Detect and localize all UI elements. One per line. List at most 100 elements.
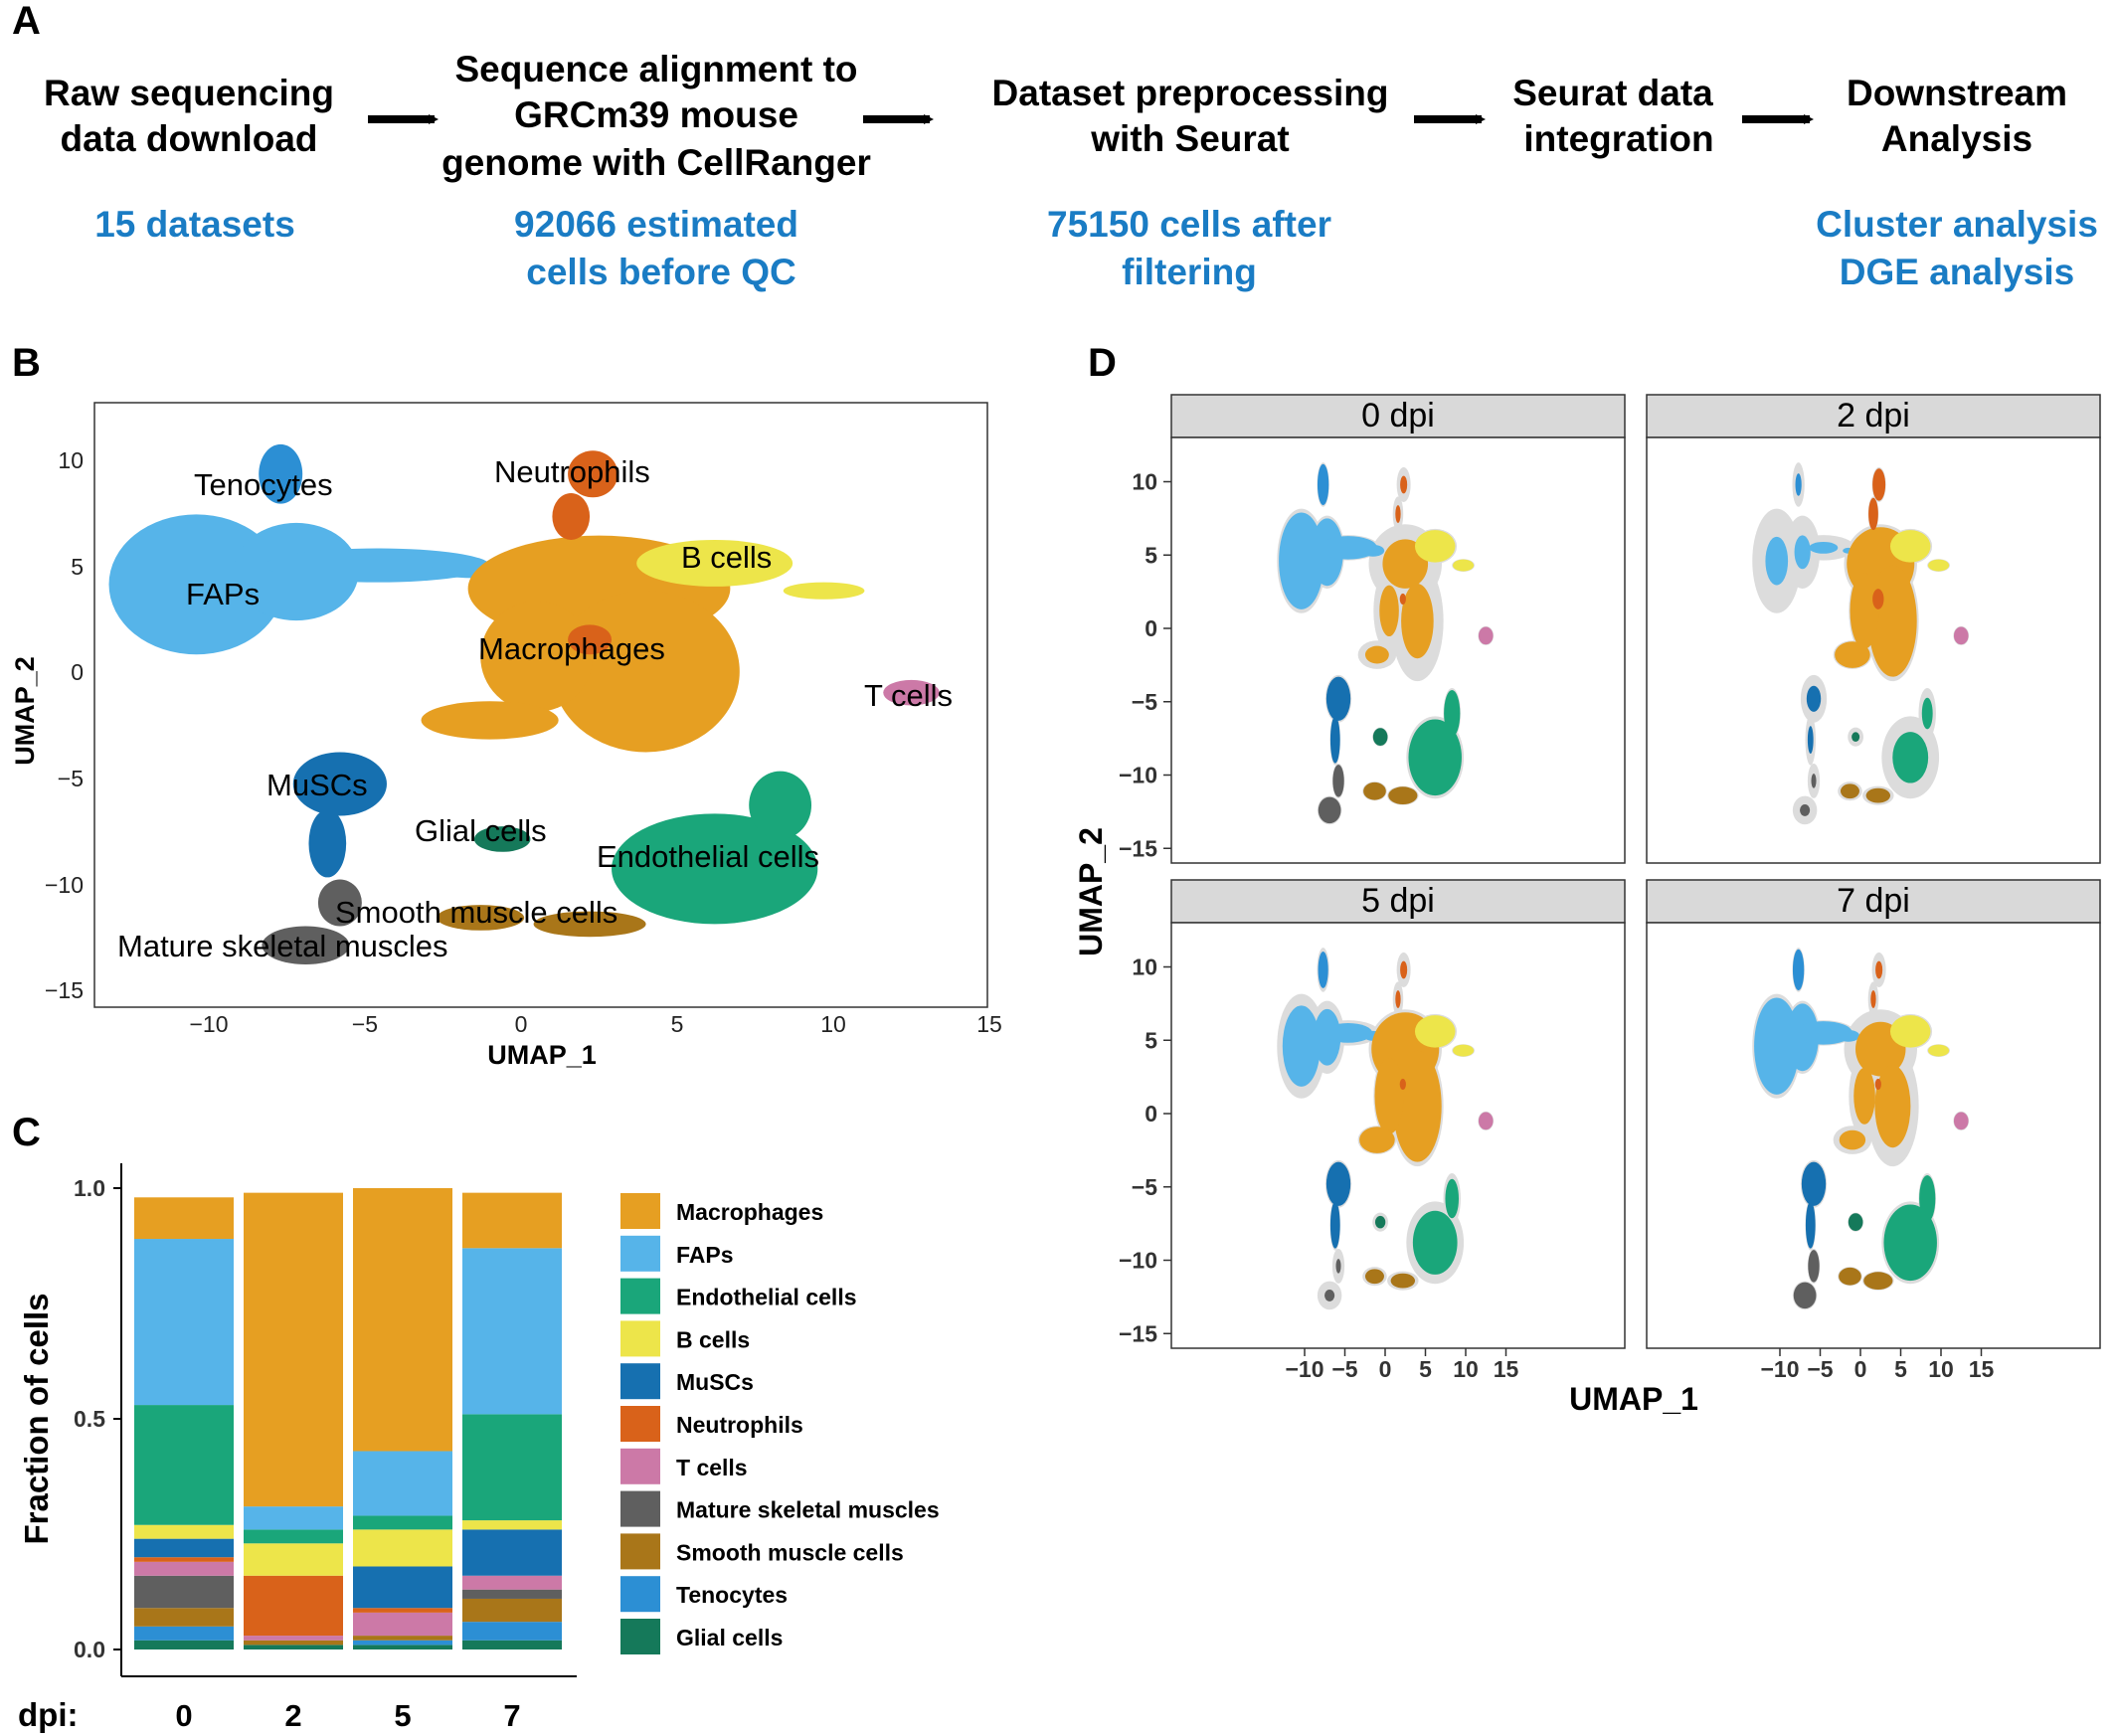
cluster-faps-blob xyxy=(1319,536,1377,560)
d-xtick: 5 xyxy=(1894,1356,1907,1382)
cluster-faps xyxy=(1754,997,1860,1095)
cluster-endothelial-cells xyxy=(1892,697,1933,783)
b-xtick-15: 15 xyxy=(976,1011,1002,1037)
bar-5-endothelial-cells xyxy=(353,1515,452,1530)
cluster-endothelial-cells xyxy=(1408,689,1462,796)
cluster-mature-skeletal-muscles-blob xyxy=(1800,803,1811,816)
cluster-muscs-blob xyxy=(1325,1161,1351,1206)
bar-0-faps xyxy=(134,1239,234,1406)
d-ytick: 10 xyxy=(1132,955,1157,980)
cluster-muscs-blob xyxy=(1325,676,1351,721)
cluster-tenocytes xyxy=(1795,473,1802,496)
cluster-b-cells-blob xyxy=(1453,1044,1475,1057)
cluster-b-cells xyxy=(636,539,865,600)
cluster-t-cells-blob xyxy=(883,679,940,706)
cluster-macrophages-blob xyxy=(1853,1067,1875,1125)
c-ylabel: Fraction of cells xyxy=(18,1293,55,1544)
bar-0-muscs xyxy=(134,1538,234,1558)
stacked-bars xyxy=(134,1188,562,1649)
cluster-tenocytes xyxy=(1317,463,1329,506)
d-xtick: −5 xyxy=(1331,1356,1357,1382)
cluster-t-cells xyxy=(1953,1112,1969,1130)
legend-swatch xyxy=(620,1320,660,1357)
cluster-muscs-blob xyxy=(308,809,347,878)
cluster-tenocytes-blob xyxy=(1317,463,1329,506)
panel-b: B 10 5 0 −5 −10 −15 −10 −5 0 5 10 15 UMA… xyxy=(10,341,1002,1070)
bar-0-t-cells xyxy=(134,1561,234,1576)
cluster-neutrophils-blob xyxy=(568,450,618,498)
b-ytick-0: 0 xyxy=(71,659,84,685)
cluster-tenocytes-blob xyxy=(259,443,303,504)
cluster-macrophages-blob xyxy=(1364,645,1389,664)
cluster-b-cells xyxy=(1414,530,1475,572)
panel-d-letter: D xyxy=(1088,341,1117,385)
legend-item-mature-skeletal-muscles: Mature skeletal muscles xyxy=(620,1490,940,1527)
cluster-macrophages-blob xyxy=(421,701,559,740)
c-ytick-0: 0.0 xyxy=(74,1637,105,1662)
c-xtick-5: 5 xyxy=(394,1698,411,1733)
pipeline-step-3: Dataset preprocessing with Seurat 75150 … xyxy=(992,73,1389,292)
label-smooth-muscle-cells: Smooth muscle cells xyxy=(335,895,617,930)
cluster-muscs xyxy=(1325,676,1351,764)
cluster-endothelial-cells-blob xyxy=(1412,1210,1458,1275)
bar-2-neutrophils xyxy=(244,1575,343,1637)
legend-label: T cells xyxy=(676,1455,748,1480)
b-xtick-5: 5 xyxy=(671,1011,684,1037)
label-endothelial-cells: Endothelial cells xyxy=(597,839,819,874)
bar-2-endothelial-cells xyxy=(244,1529,343,1544)
legend-label: B cells xyxy=(676,1326,750,1352)
cluster-smooth-muscle-cells-blob xyxy=(1364,1269,1384,1285)
facet-strip-label: 5 dpi xyxy=(1361,882,1435,920)
step-2-note-1: 92066 estimated xyxy=(514,204,798,245)
d-ytick: −15 xyxy=(1119,835,1157,861)
cluster-muscs xyxy=(292,752,387,878)
facet-2-dpi: 2 dpi xyxy=(1646,394,2101,864)
cluster-neutrophils-blob xyxy=(552,492,591,540)
facet-strip-label: 7 dpi xyxy=(1837,882,1910,920)
bar-0-glial-cells xyxy=(134,1640,234,1649)
panel-a: A Raw sequencing data download 15 datase… xyxy=(12,0,2098,292)
b-xtick-10: 10 xyxy=(820,1011,846,1037)
cluster-neutrophils-blob xyxy=(568,624,613,655)
legend-item-endothelial-cells: Endothelial cells xyxy=(620,1278,857,1314)
cluster-mature-skeletal-muscles-blob xyxy=(262,926,350,964)
cluster-mature-skeletal-muscles-blob xyxy=(1332,765,1344,797)
cluster-t-cells-blob xyxy=(1953,1112,1969,1130)
facet-strip-label: 0 dpi xyxy=(1361,397,1435,434)
bar-5-smooth-muscle-cells xyxy=(353,1636,452,1641)
bar-7-muscs xyxy=(462,1529,562,1576)
cluster-mature-skeletal-muscles xyxy=(1324,1259,1341,1302)
legend-swatch xyxy=(620,1406,660,1442)
cluster-muscs-blob xyxy=(1801,1161,1827,1206)
step-2-note-2: cells before QC xyxy=(526,252,795,292)
cluster-muscs-blob xyxy=(1805,1201,1816,1249)
bar-5-tenocytes xyxy=(353,1640,452,1646)
umap-b-cluster-labels: Tenocytes Neutrophils FAPs B cells Macro… xyxy=(117,454,953,963)
bar-0-neutrophils xyxy=(134,1557,234,1562)
panel-a-letter: A xyxy=(12,0,41,43)
bar-2-b-cells xyxy=(244,1543,343,1576)
b-ytick-neg15: −15 xyxy=(45,977,84,1003)
cluster-faps-blob xyxy=(1323,1023,1373,1043)
d-xtick: −10 xyxy=(1760,1356,1799,1382)
cluster-t-cells xyxy=(1478,626,1494,645)
c-x-ticks: 0 2 5 7 xyxy=(175,1698,520,1733)
label-b-cells: B cells xyxy=(681,540,772,575)
cluster-macrophages-blob xyxy=(1835,641,1870,668)
step-5-line-1: Downstream xyxy=(1847,73,2067,113)
d-ytick: 0 xyxy=(1145,615,1157,641)
label-faps: FAPs xyxy=(186,577,260,611)
c-xtick-7: 7 xyxy=(503,1698,520,1733)
pipeline-step-1: Raw sequencing data download 15 datasets xyxy=(44,73,334,245)
step-5-note-2: DGE analysis xyxy=(1840,252,2075,292)
cluster-muscs-blob xyxy=(1329,716,1340,764)
c-xtick-2: 2 xyxy=(284,1698,301,1733)
cluster-b-cells xyxy=(1414,1015,1475,1057)
legend-item-macrophages: Macrophages xyxy=(620,1193,823,1229)
step-3-note-1: 75150 cells after xyxy=(1047,204,1331,245)
cluster-smooth-muscle-cells-blob xyxy=(1840,783,1859,799)
cluster-glial-cells xyxy=(1852,732,1860,742)
panel-b-letter: B xyxy=(12,341,41,385)
cluster-neutrophils xyxy=(1395,475,1408,606)
bar-0-smooth-muscle-cells xyxy=(134,1608,234,1627)
